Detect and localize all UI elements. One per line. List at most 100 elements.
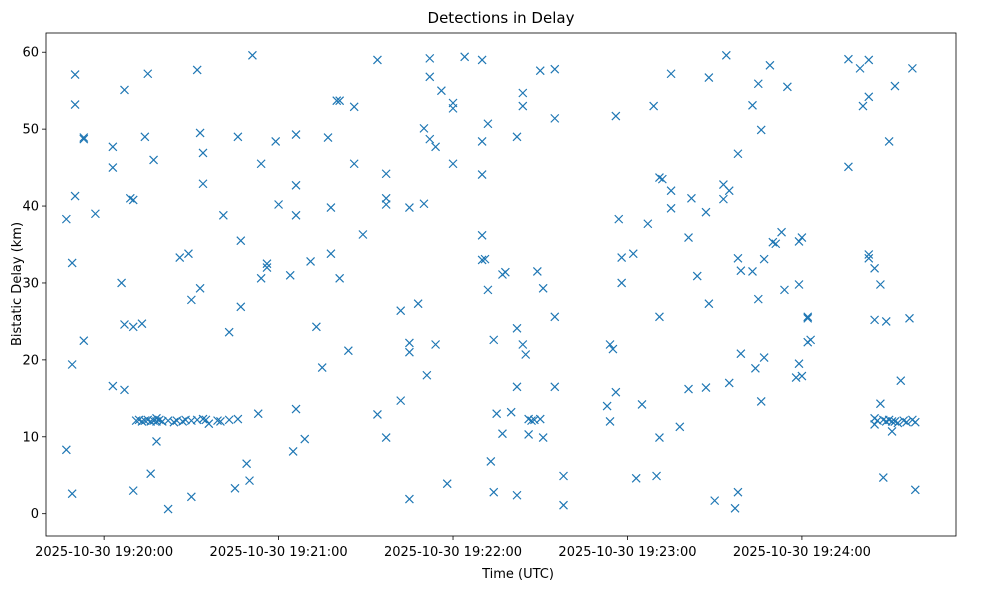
data-point (137, 319, 147, 329)
plot-area (45, 32, 957, 537)
data-point (242, 459, 252, 469)
data-point (198, 179, 208, 189)
data-point (794, 359, 804, 369)
data-point (477, 255, 487, 265)
data-point (224, 327, 234, 337)
data-point (701, 383, 711, 392)
data-point (617, 253, 627, 263)
data-point (291, 210, 301, 220)
data-point (70, 70, 80, 79)
data-point (532, 267, 542, 276)
data-point (512, 382, 522, 392)
data-point (890, 81, 900, 91)
data-point (61, 214, 71, 224)
data-point (154, 415, 164, 425)
data-point (675, 422, 685, 432)
data-point (518, 101, 528, 111)
data-point (349, 102, 359, 112)
y-axis-label: Bistatic Delay (km) (10, 222, 25, 346)
data-point (431, 340, 441, 349)
data-point (887, 416, 897, 426)
x-tick-label: 2025-10-30 19:20:00 (35, 545, 173, 560)
data-point (480, 254, 490, 264)
data-point (195, 128, 205, 138)
data-point (666, 69, 676, 79)
data-point (884, 415, 894, 425)
data-point (893, 418, 903, 428)
data-point (271, 137, 281, 146)
data-point (300, 434, 310, 444)
data-point (724, 186, 734, 196)
data-point (306, 257, 315, 266)
data-point (195, 283, 205, 293)
data-point (343, 346, 353, 356)
data-point (791, 373, 801, 382)
data-point (878, 473, 888, 482)
data-point (163, 504, 173, 514)
data-point (655, 312, 664, 322)
data-point (108, 381, 118, 391)
data-point (404, 338, 414, 348)
data-point (692, 271, 702, 281)
data-point (628, 249, 638, 259)
x-tick-label: 2025-10-30 19:23:00 (558, 545, 696, 560)
data-point (559, 500, 568, 510)
data-point (61, 445, 71, 455)
data-point (797, 233, 807, 243)
data-point (70, 191, 80, 201)
data-point (756, 125, 766, 135)
data-point (291, 404, 301, 414)
data-point (120, 385, 129, 395)
data-point (684, 233, 693, 243)
data-point (864, 55, 874, 65)
data-point (91, 209, 100, 219)
data-point (602, 401, 612, 411)
data-point (803, 313, 813, 323)
data-point (274, 200, 284, 209)
data-point (149, 155, 158, 165)
data-point (201, 415, 211, 425)
data-point (335, 273, 345, 283)
data-point (442, 479, 452, 489)
data-point (777, 227, 786, 237)
data-point (550, 312, 560, 322)
data-point (422, 370, 432, 380)
data-point (870, 263, 880, 273)
data-point (535, 414, 545, 424)
y-tick-label: 40 (22, 200, 39, 215)
data-point (413, 299, 423, 309)
data-point (759, 254, 769, 264)
data-point (910, 417, 920, 427)
data-point (262, 263, 272, 273)
data-point (538, 433, 548, 442)
data-point (844, 162, 853, 172)
y-tick-label: 10 (22, 430, 39, 445)
data-point (218, 210, 228, 220)
data-point (733, 253, 743, 263)
data-point (756, 396, 766, 406)
data-point (128, 486, 138, 496)
data-point (780, 285, 789, 295)
data-point (637, 400, 647, 409)
data-point (614, 214, 624, 224)
data-point (224, 415, 234, 425)
data-point (870, 420, 880, 429)
data-point (163, 416, 173, 426)
y-tick-label: 60 (22, 46, 39, 61)
data-point (349, 159, 359, 169)
data-point (881, 316, 891, 326)
data-point (527, 416, 536, 426)
data-point (79, 133, 89, 143)
data-point (253, 409, 263, 419)
data-point (718, 194, 728, 204)
data-point (486, 456, 496, 466)
data-point (704, 73, 714, 83)
data-point (794, 280, 804, 289)
data-point (512, 323, 522, 333)
data-point (436, 86, 446, 96)
data-point (611, 387, 621, 397)
x-tick-label: 2025-10-30 19:22:00 (384, 545, 522, 560)
data-point (649, 101, 659, 111)
data-point (448, 159, 458, 169)
data-point (768, 237, 778, 247)
